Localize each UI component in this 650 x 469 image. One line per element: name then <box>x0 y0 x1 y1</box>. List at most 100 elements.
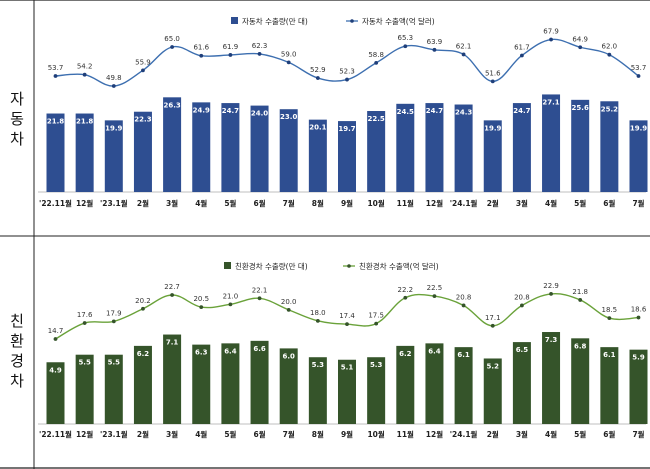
bar-value-label: 19.9 <box>630 124 647 132</box>
line-value-label: 17.4 <box>339 312 355 320</box>
x-tick-label: 3월 <box>166 429 178 439</box>
line-point <box>199 305 204 309</box>
bar <box>133 345 152 424</box>
bar-value-label: 5.3 <box>312 361 325 369</box>
bar-value-label: 6.2 <box>137 350 150 358</box>
x-tick-label: 7월 <box>632 198 644 208</box>
line-point <box>578 45 583 50</box>
line-value-label: 20.5 <box>193 295 209 303</box>
bar <box>512 342 531 424</box>
bar <box>279 109 298 192</box>
bar-value-label: 21.8 <box>47 118 64 126</box>
line-point <box>111 84 116 88</box>
bar-value-label: 27.1 <box>542 98 559 106</box>
x-tick-label: 12월 <box>76 198 93 208</box>
side-char: 차 <box>10 372 24 390</box>
side-char: 환 <box>10 332 24 350</box>
line-point <box>228 302 233 307</box>
legend-line-marker <box>347 264 351 268</box>
x-tick-label: 4월 <box>545 198 557 208</box>
line-point <box>520 303 524 308</box>
side-char: 동 <box>10 110 24 128</box>
bar <box>571 99 590 192</box>
bar <box>221 103 240 192</box>
line-value-label: 65.0 <box>164 35 180 43</box>
x-tick-label: 10월 <box>367 198 384 208</box>
x-tick-label: '22.11월 <box>39 429 72 439</box>
line-point <box>257 296 262 301</box>
line-value-label: 18.6 <box>631 306 647 314</box>
legend-bar-label: 친환경차 수출량(만 대) <box>235 261 308 271</box>
line-point <box>432 294 437 298</box>
bar-value-label: 5.2 <box>487 362 500 370</box>
line-point <box>315 76 320 80</box>
x-tick-label: 8월 <box>312 198 324 208</box>
line-point <box>111 319 116 324</box>
bar <box>425 103 444 192</box>
line-point <box>286 60 291 65</box>
x-tick-label: 4월 <box>195 429 207 439</box>
line-point <box>636 74 641 78</box>
bar <box>512 103 531 192</box>
x-tick-label: 5월 <box>574 198 586 208</box>
line-point <box>636 315 641 320</box>
bar <box>75 113 94 192</box>
line-value-label: 53.7 <box>48 64 64 72</box>
line-value-label: 62.3 <box>252 42 268 50</box>
bar <box>221 343 240 424</box>
line-point <box>170 293 175 297</box>
line-point <box>286 307 291 312</box>
line-point <box>170 45 175 49</box>
line-value-label: 20.8 <box>456 293 472 301</box>
line-point <box>403 295 408 300</box>
line-point <box>490 79 495 84</box>
line-value-label: 21.8 <box>572 288 588 296</box>
line-point <box>82 321 87 325</box>
bar <box>46 113 65 192</box>
line-value-label: 22.5 <box>427 284 443 292</box>
line-value-label: 52.9 <box>310 66 326 74</box>
x-tick-label: 8월 <box>312 429 324 439</box>
bar-value-label: 5.5 <box>108 359 121 367</box>
bar <box>104 354 123 424</box>
line-value-label: 20.2 <box>135 297 151 305</box>
bar-value-label: 6.8 <box>574 342 587 350</box>
side-char: 자 <box>10 90 24 108</box>
line-value-label: 52.3 <box>339 68 355 76</box>
bar <box>629 349 648 424</box>
line-value-label: 22.9 <box>543 282 559 290</box>
legend-eco: 친환경차 수출량(만 대) 친환경차 수출액(억 달러) <box>224 261 439 271</box>
line-value-label: 21.0 <box>223 292 239 300</box>
panel-auto: 21.8 '22.11월 21.8 12월 19.9 '23.1월 22.3 2월 26.3 3월… <box>38 28 648 208</box>
x-tick-label: 2월 <box>487 429 499 439</box>
line-value-label: 20.0 <box>281 298 297 306</box>
line-value-label: 54.2 <box>77 63 93 71</box>
legend-line-label: 친환경차 수출액(억 달러) <box>359 261 439 271</box>
line-point <box>607 52 612 57</box>
bar-value-label: 24.9 <box>193 106 210 114</box>
line-value-label: 22.1 <box>252 286 268 294</box>
line-value-label: 63.9 <box>427 38 443 46</box>
line-value-label: 62.0 <box>602 43 618 51</box>
line-value-label: 51.6 <box>485 69 501 77</box>
x-tick-label: 3월 <box>516 198 528 208</box>
bar-value-label: 25.2 <box>601 105 618 113</box>
bar <box>250 105 269 192</box>
bar-value-label: 6.3 <box>195 349 208 357</box>
side-char: 차 <box>10 130 24 148</box>
legend-line-marker <box>350 19 354 23</box>
bar <box>308 357 327 424</box>
line-value-label: 17.9 <box>106 309 122 317</box>
x-tick-label: 12월 <box>76 429 93 439</box>
bar-value-label: 6.0 <box>282 352 295 360</box>
line-point <box>345 322 349 327</box>
x-tick-label: 6월 <box>253 198 265 208</box>
bar <box>308 119 327 192</box>
line-value-label: 61.6 <box>193 44 209 52</box>
side-label-eco: 친 환 경 차 <box>10 312 24 390</box>
x-tick-label: '22.11월 <box>39 198 72 208</box>
bar-value-label: 7.3 <box>545 336 558 344</box>
bar <box>192 344 211 424</box>
bar-value-label: 20.1 <box>309 124 326 132</box>
line-value-label: 61.7 <box>514 43 530 51</box>
